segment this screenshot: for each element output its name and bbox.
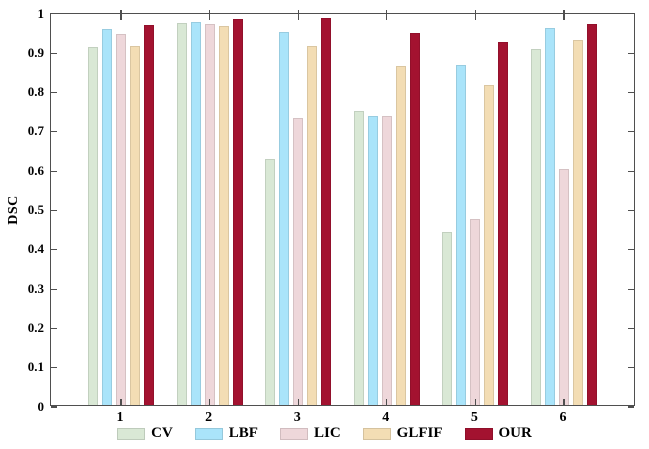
y-tick-mark [628, 52, 634, 54]
bar-lbf-group5 [456, 65, 467, 405]
bar-cv-group1 [88, 47, 98, 405]
legend-item-lic: LIC [279, 425, 341, 441]
bar-cv-group4 [353, 111, 364, 405]
y-tick-label-0.3: 0.3 [27, 280, 44, 296]
bar-glfif-group6 [573, 40, 583, 405]
x-tick-mark [120, 399, 122, 405]
y-tick-mark [51, 367, 57, 369]
x-tick-mark [386, 10, 388, 20]
legend-swatch-lic [279, 427, 308, 440]
x-tick-mark [563, 10, 565, 20]
bar-cv-group6 [531, 48, 541, 405]
bar-lic-group3 [293, 118, 304, 405]
x-tick-mark [563, 399, 565, 405]
bar-lic-group1 [116, 33, 126, 405]
bar-our-group1 [144, 24, 154, 405]
bar-glfif-group3 [307, 46, 318, 405]
bar-lbf-group3 [279, 31, 290, 405]
y-tick-label-0.6: 0.6 [27, 162, 44, 178]
legend: CV LBF LIC GLFIF OUR [0, 426, 649, 441]
bar-cv-group2 [176, 23, 187, 405]
legend-label-lic: LIC [313, 425, 341, 441]
y-tick-mark [51, 92, 57, 94]
bar-our-group4 [409, 32, 420, 405]
x-tick-label-1: 1 [116, 410, 124, 425]
y-tick-mark [51, 327, 57, 329]
legend-item-our: OUR [464, 425, 532, 441]
legend-swatch-cv [117, 427, 146, 440]
bar-our-group6 [587, 24, 597, 405]
bar-lic-group4 [381, 116, 392, 405]
legend-label-lbf: LBF [228, 425, 258, 441]
legend-swatch-lbf [194, 427, 223, 440]
bar-glfif-group2 [218, 26, 229, 405]
bar-lbf-group4 [367, 115, 378, 405]
bar-our-group3 [321, 17, 332, 405]
x-tick-label-6: 6 [559, 410, 567, 425]
y-tick-label-0.9: 0.9 [27, 44, 44, 60]
y-tick-mark [628, 288, 634, 290]
bar-lbf-group1 [102, 29, 112, 405]
bar-glfif-group1 [130, 46, 140, 405]
x-tick-mark [474, 10, 476, 20]
x-tick-label-4: 4 [382, 410, 390, 425]
x-tick-label-5: 5 [470, 410, 478, 425]
bar-lbf-group2 [190, 21, 201, 405]
y-tick-mark [628, 209, 634, 212]
x-tick-mark [297, 399, 299, 405]
bar-lic-group6 [559, 169, 569, 405]
y-tick-label-0.7: 0.7 [27, 123, 44, 139]
y-tick-label-0.8: 0.8 [27, 84, 44, 100]
legend-label-our: OUR [498, 425, 532, 441]
x-tick-mark [474, 399, 476, 405]
x-tick-mark [297, 10, 299, 20]
y-tick-label-1: 1 [37, 5, 45, 21]
y-tick-mark [628, 327, 634, 329]
y-tick-mark [51, 52, 57, 54]
bar-lbf-group6 [545, 28, 555, 405]
bar-cv-group3 [265, 159, 276, 405]
y-tick-mark [628, 170, 634, 172]
x-tick-mark [209, 10, 211, 20]
y-tick-mark [628, 406, 634, 408]
y-tick-mark [628, 249, 634, 251]
y-tick-mark [51, 131, 57, 133]
bar-lic-group5 [470, 218, 481, 405]
x-tick-mark [386, 399, 388, 405]
bar-lic-group2 [204, 24, 215, 405]
legend-swatch-our [464, 427, 493, 440]
y-tick-label-0: 0 [37, 398, 45, 414]
bar-glfif-group4 [395, 66, 406, 405]
x-tick-label-3: 3 [293, 410, 301, 425]
y-tick-label-0.4: 0.4 [27, 241, 44, 257]
bar-glfif-group5 [484, 85, 495, 405]
plot-area [50, 10, 635, 408]
y-tick-label-0.1: 0.1 [27, 359, 44, 375]
y-tick-mark [51, 209, 57, 212]
x-tick-label-2: 2 [205, 410, 213, 425]
y-tick-mark [51, 406, 57, 408]
bar-cv-group5 [442, 232, 453, 405]
legend-item-glfif: GLFIF [362, 425, 443, 441]
bar-our-group5 [498, 42, 509, 405]
legend-label-cv: CV [151, 425, 173, 441]
y-tick-mark [51, 288, 57, 290]
y-tick-mark [628, 92, 634, 94]
legend-label-glfif: GLFIF [396, 425, 443, 441]
y-tick-mark [628, 131, 634, 133]
bar-our-group2 [232, 19, 243, 405]
legend-item-cv: CV [117, 426, 173, 441]
y-tick-label-0.5: 0.5 [27, 202, 44, 217]
legend-item-lbf: LBF [194, 425, 258, 441]
y-tick-mark [51, 170, 57, 172]
x-tick-mark [209, 399, 211, 405]
x-tick-mark [120, 10, 122, 20]
legend-swatch-glfif [362, 427, 391, 440]
y-tick-label-0.2: 0.2 [27, 319, 44, 335]
y-tick-mark [628, 367, 634, 369]
y-tick-mark [51, 249, 57, 251]
